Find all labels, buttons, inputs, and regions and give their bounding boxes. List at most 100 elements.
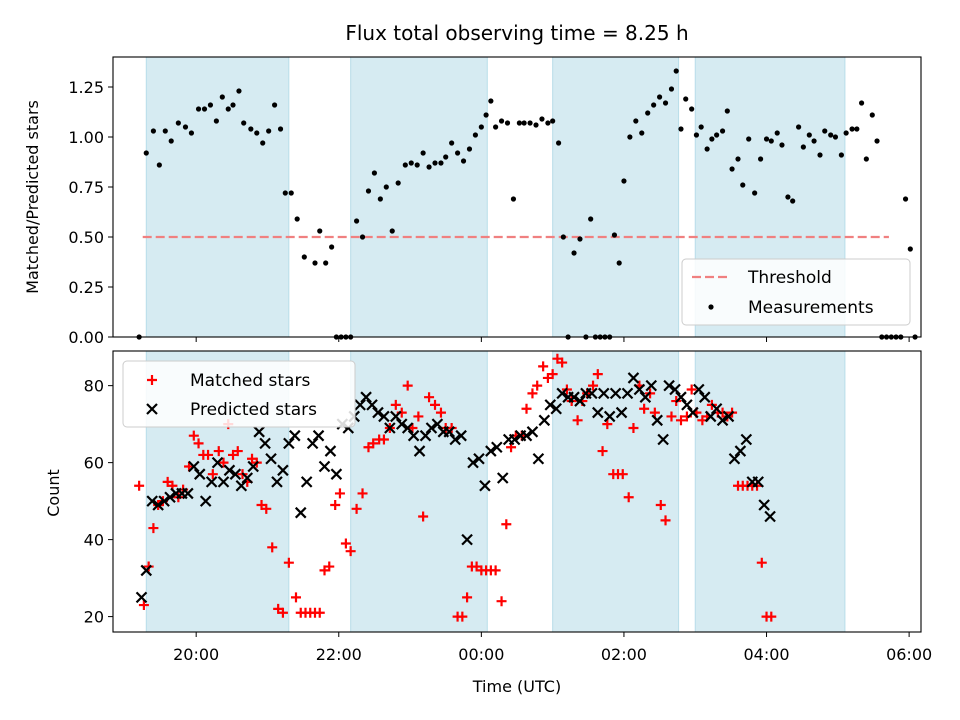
y-tick-label: 0.75 (68, 178, 104, 197)
measurement-point (806, 132, 812, 138)
legend-threshold-label: Threshold (747, 268, 832, 288)
predicted-star-point (734, 445, 747, 457)
predicted-star-point (135, 591, 148, 604)
measurement-point (168, 138, 174, 144)
measurement-point (225, 106, 231, 112)
top-y-axis-title: Matched/Predicted stars (23, 100, 42, 294)
measurement-point (156, 162, 162, 168)
predicted-star-point (538, 414, 551, 427)
predicted-star-point (627, 372, 640, 384)
measurement-point (488, 98, 494, 104)
matched-star-point (430, 399, 441, 410)
predicted-star-point (395, 418, 408, 430)
measurement-point (317, 228, 323, 234)
predicted-star-point (526, 426, 539, 438)
matched-star-point (207, 469, 218, 480)
measurement-point (858, 100, 865, 106)
measurement-point (371, 170, 378, 176)
measurement-point (466, 146, 473, 152)
measurement-point (828, 132, 834, 138)
legend-box (681, 258, 911, 326)
predicted-star-point (532, 453, 545, 465)
predicted-star-point (455, 429, 467, 442)
predicted-star-point (651, 414, 663, 427)
measurement-point (539, 116, 545, 122)
matched-star-point (148, 523, 159, 534)
predicted-star-point (140, 564, 153, 577)
matched-star-point (572, 415, 583, 426)
predicted-star-point (758, 499, 770, 511)
measurement-point (902, 196, 909, 202)
measurement-point (510, 196, 517, 202)
measurement-point (863, 156, 869, 162)
matched-star-point (138, 600, 149, 611)
predicted-star-point (229, 468, 242, 480)
predicted-star-point (704, 410, 717, 423)
predicted-star-point (188, 460, 200, 473)
predicted-star-point (253, 426, 265, 438)
matched-star-point (435, 407, 446, 418)
predicted-star-point (693, 383, 705, 396)
measurement-point (651, 102, 657, 108)
measurement-point (571, 250, 577, 256)
predicted-star-point (277, 464, 289, 477)
measurement-point (800, 144, 806, 150)
measurement-point (301, 254, 307, 260)
shaded-interval (552, 56, 680, 338)
predicted-star-point (491, 441, 503, 454)
matched-star-point (490, 565, 501, 576)
measurement-point (478, 124, 484, 130)
predicted-star-point (360, 391, 372, 403)
matched-star-point (592, 369, 603, 380)
predicted-star-point (294, 506, 307, 519)
measurement-point (683, 96, 689, 102)
measurement-point (627, 134, 633, 140)
measurement-point (420, 150, 426, 156)
measurement-point (402, 162, 408, 168)
matched-star-point (324, 561, 335, 572)
measurement-point (869, 112, 875, 118)
measurement-point (207, 102, 214, 108)
matched-star-point (756, 557, 767, 568)
measurement-point (383, 184, 389, 190)
measurement-point (785, 194, 791, 200)
predicted-star-point (597, 387, 610, 400)
measurement-point (426, 164, 432, 170)
legend-matched-swatch (147, 375, 157, 385)
measurement-point (616, 260, 622, 266)
measurement-point (757, 156, 764, 162)
predicted-star-point (657, 433, 669, 446)
predicted-star-point (485, 445, 497, 457)
measurement-point (817, 152, 823, 158)
predicted-star-point (764, 510, 776, 523)
x-tick-label: 00:00 (458, 645, 504, 664)
measurement-point (633, 118, 639, 124)
matched-star-point (655, 499, 666, 510)
matched-star-point (402, 380, 413, 391)
bottom-panel: 20 40 60 80 20:00 22:00 00:00 02:00 04:00 06:00 Ma… (84, 350, 932, 664)
predicted-star-point (259, 437, 271, 450)
measurement-point (353, 218, 360, 224)
matched-star-point (334, 488, 345, 499)
measurement-point (724, 108, 730, 114)
measurement-point (516, 120, 522, 126)
matched-star-point (368, 438, 379, 449)
measurement-point (832, 134, 839, 140)
predicted-star-point (158, 495, 170, 507)
measurement-point (811, 138, 817, 144)
legend-box (122, 360, 356, 428)
predicted-star-point (330, 468, 343, 480)
measurement-point (150, 128, 156, 134)
matched-star-point (557, 357, 568, 368)
predicted-star-point (710, 402, 723, 415)
matched-star-point (602, 419, 613, 430)
measurement-point (714, 132, 720, 138)
matched-star-point (283, 557, 294, 568)
predicted-star-point (609, 387, 622, 400)
matched-star-point (686, 384, 697, 395)
predicted-star-point (152, 499, 164, 511)
matched-star-point (213, 446, 224, 457)
predicted-star-point (467, 456, 479, 469)
predicted-star-point (615, 406, 628, 419)
bottom-y-axis-title: Count (44, 469, 63, 517)
